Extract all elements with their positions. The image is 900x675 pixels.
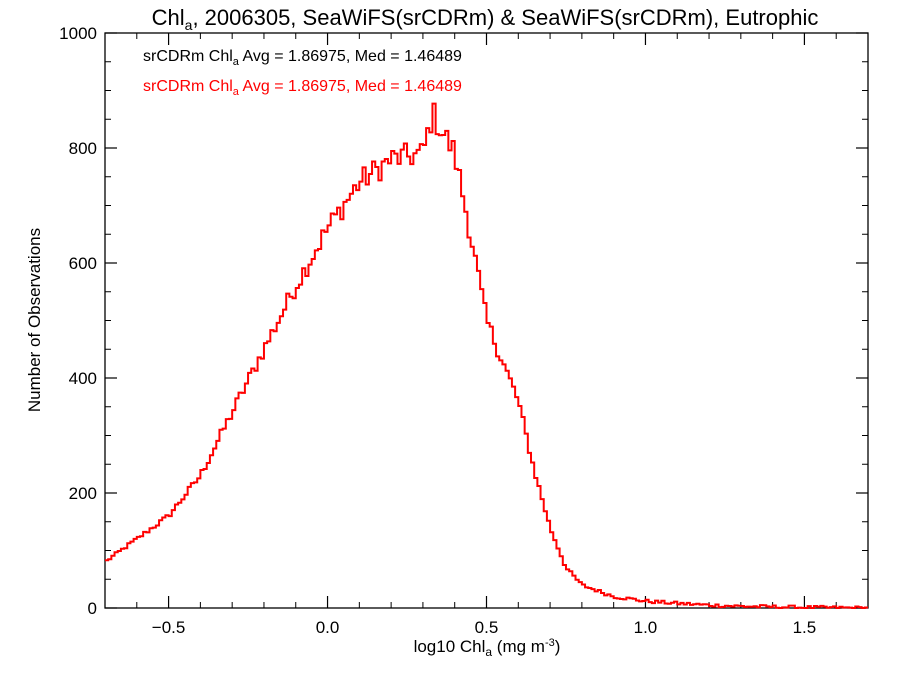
x-axis-label: log10 Chla (mg m-3) — [414, 637, 561, 659]
legend-entry-2: srCDRm Chla Avg = 1.86975, Med = 1.46489 — [143, 78, 462, 98]
legend-1-prefix: srCDRm Chl — [143, 48, 233, 65]
x-tick-label: 1.5 — [793, 618, 817, 637]
xlabel-sub: a — [485, 645, 492, 659]
tick-labels: −0.5 0.0 0.5 1.0 1.5 0 200 400 600 800 1000 — [59, 24, 816, 637]
legend-1-text: Avg = 1.86975, Med = 1.46489 — [239, 48, 462, 65]
title-rest: , 2006305, SeaWiFS(srCDRm) & SeaWiFS(srC… — [192, 5, 818, 30]
legend-2-prefix: srCDRm Chl — [143, 78, 233, 95]
y-tick-label: 800 — [69, 139, 97, 158]
xlabel-close: ) — [555, 637, 561, 656]
y-tick-label: 200 — [69, 484, 97, 503]
y-tick-label: 600 — [69, 254, 97, 273]
x-tick-label: 0.0 — [316, 618, 340, 637]
legend-1-sub: a — [233, 56, 240, 68]
series-group — [105, 102, 868, 609]
xlabel-rest: (mg m — [492, 637, 545, 656]
y-tick-label: 400 — [69, 369, 97, 388]
xlabel-sup: -3 — [545, 637, 555, 649]
x-tick-label: 0.5 — [475, 618, 499, 637]
y-axis-label: Number of Observations — [25, 228, 44, 412]
y-tick-label: 1000 — [59, 24, 97, 43]
axis-ticks — [104, 32, 869, 609]
title-main: Chl — [152, 5, 185, 30]
chart-title: Chla, 2006305, SeaWiFS(srCDRm) & SeaWiFS… — [152, 5, 819, 33]
legend-2-text: Avg = 1.86975, Med = 1.46489 — [239, 78, 462, 95]
legend-entry-1: srCDRm Chla Avg = 1.86975, Med = 1.46489 — [143, 48, 462, 68]
xlabel-main: log10 Chl — [414, 637, 486, 656]
title-sub: a — [185, 17, 193, 33]
x-tick-label: 1.0 — [634, 618, 658, 637]
series-line-1 — [105, 102, 868, 609]
legend-2-sub: a — [233, 86, 240, 98]
x-tick-label: −0.5 — [152, 618, 186, 637]
y-tick-label: 0 — [88, 599, 97, 618]
